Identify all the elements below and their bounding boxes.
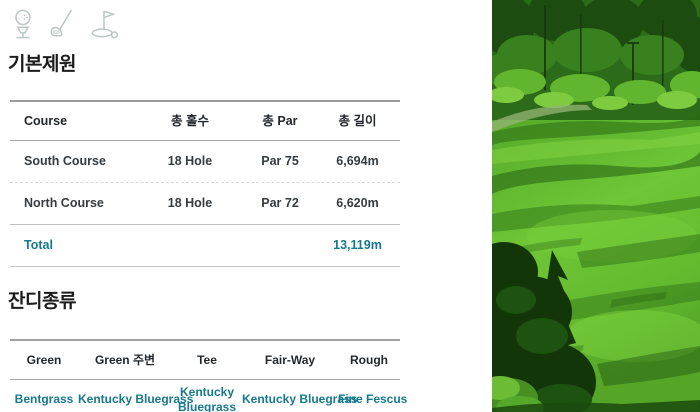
column-header-green: Green: [26, 352, 62, 367]
column-header-fairway: Fair-Way: [264, 352, 316, 367]
cell-green-grass: Bentgrass: [14, 392, 74, 406]
column-header-course: Course: [24, 113, 68, 128]
grass-table-data-row: Bentgrass Kentucky Bluegrass Kentucky Bl…: [10, 380, 408, 412]
column-header-green-surround: Green 주변: [94, 352, 156, 367]
golf-flag-hole-icon: [91, 10, 118, 39]
cell-holes: 18 Hole: [167, 196, 213, 210]
cell-green-surround-grass: Kentucky Bluegrass: [78, 392, 194, 406]
cell-holes: 18 Hole: [167, 154, 213, 168]
column-header-total-holes: 총 홀수: [171, 113, 209, 128]
cell-fairway-grass: Kentucky Bluegrass: [242, 392, 358, 406]
golf-ball-on-tee-icon: [15, 9, 31, 39]
grass-table: Green Green 주변 Tee Fair-Way Rough Bentgr…: [10, 339, 408, 412]
cell-length: 6,694m: [336, 154, 379, 168]
cell-rough-grass: Fine Fescus: [338, 392, 408, 406]
cell-par: Par 75: [261, 154, 299, 168]
specs-table-header-row: Course 총 홀수 총 Par 총 길이: [10, 102, 400, 141]
cell-total-label: Total: [24, 238, 53, 252]
cell-course-name: North Course: [24, 196, 104, 210]
cell-total-length: 13,119m: [333, 238, 382, 252]
content-column: 기본제원 Course 총 홀수 총 Par 총 길이 South Course…: [8, 8, 470, 412]
grass-table-header-row: Green Green 주변 Tee Fair-Way Rough: [10, 341, 400, 380]
table-row-south-course: South Course 18 Hole Par 75 6,694m: [10, 141, 400, 183]
section-title-grass: 잔디종류: [8, 291, 76, 312]
table-row-north-course: North Course 18 Hole Par 72 6,620m: [10, 183, 400, 225]
cell-par: Par 72: [261, 196, 299, 210]
table-row-total: Total 13,119m: [10, 225, 400, 267]
golf-course-photo: [492, 0, 700, 412]
section-title-specs: 기본제원: [8, 54, 76, 75]
column-header-rough: Rough: [350, 352, 388, 367]
golf-club-icon: [50, 9, 73, 37]
cell-tee-grass: Kentucky Bluegrass: [177, 384, 237, 412]
column-header-total-length: 총 길이: [338, 113, 377, 128]
column-header-tee: Tee: [197, 352, 217, 367]
column-header-total-par: 총 Par: [262, 113, 298, 128]
specs-table: Course 총 홀수 총 Par 총 길이 South Course 18 H…: [10, 100, 400, 267]
cell-length: 6,620m: [336, 196, 379, 210]
cell-course-name: South Course: [24, 154, 106, 168]
golf-course-photo-illustration: [492, 0, 700, 412]
feature-icons-row: [8, 8, 470, 40]
